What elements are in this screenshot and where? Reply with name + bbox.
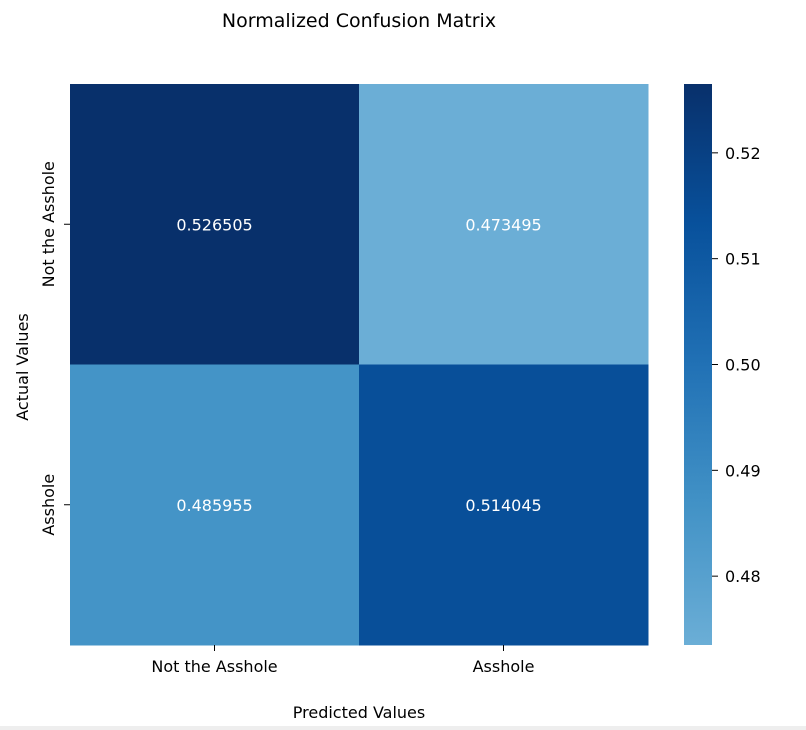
cell-annotation-r1-c0: 0.485955 <box>176 496 252 515</box>
colorbar-tick-label: 0.50 <box>725 356 761 375</box>
y-tick-label: Asshole <box>39 474 58 536</box>
colorbar-tick-label: 0.52 <box>725 144 761 163</box>
cell-annotation-r0-c1: 0.473495 <box>465 215 541 234</box>
chart-title: Normalized Confusion Matrix <box>222 10 496 32</box>
heatmap-cell-r0-c0 <box>70 84 360 365</box>
x-tick-label: Not the Asshole <box>151 657 277 676</box>
colorbar-tick-label: 0.48 <box>725 567 761 586</box>
x-axis: Not the Asshole Asshole <box>151 645 534 676</box>
x-tick-label: Asshole <box>473 657 535 676</box>
heatmap-cell-r1-c1 <box>359 364 649 646</box>
y-axis: Not the Asshole Asshole <box>39 161 70 536</box>
heatmap-grid: 0.526505 0.473495 0.485955 0.514045 <box>70 84 649 646</box>
colorbar-tick-label: 0.49 <box>725 461 761 480</box>
heatmap-cell-r1-c0 <box>70 364 360 646</box>
colorbar-ticks: 0.48 0.49 0.50 0.51 0.52 <box>712 144 761 586</box>
window-bottom-edge <box>0 726 806 730</box>
y-axis-label: Actual Values <box>13 313 32 420</box>
heatmap-cell-r0-c1 <box>359 84 649 365</box>
cell-annotation-r1-c1: 0.514045 <box>465 496 541 515</box>
colorbar <box>684 84 712 645</box>
y-tick-label: Not the Asshole <box>39 161 58 287</box>
cell-annotation-r0-c0: 0.526505 <box>176 215 252 234</box>
colorbar-tick-label: 0.51 <box>725 250 761 269</box>
x-axis-label: Predicted Values <box>293 703 425 722</box>
